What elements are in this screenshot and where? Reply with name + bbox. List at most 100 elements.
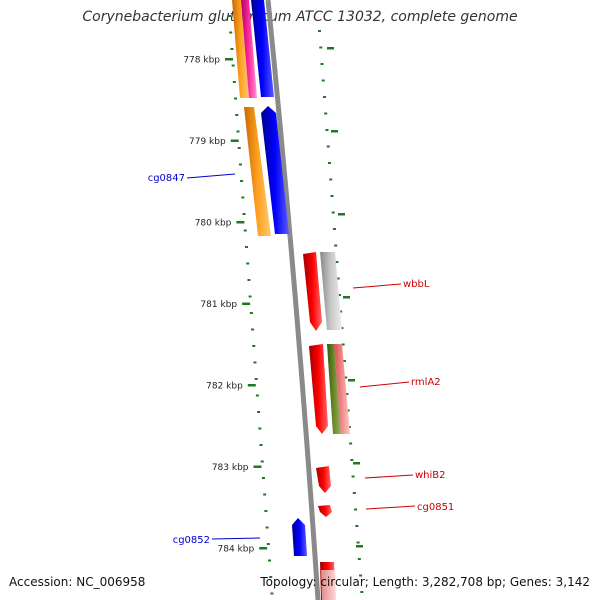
guide-dot bbox=[229, 31, 233, 34]
guide-dot bbox=[330, 195, 334, 197]
kbp-tick-label: 781 kbp bbox=[200, 300, 237, 310]
guide-dot bbox=[340, 327, 344, 329]
guide-dot bbox=[270, 592, 274, 595]
kbp-tick-mark bbox=[236, 221, 245, 224]
minor-tick-mark bbox=[348, 379, 355, 382]
gene-cg0847-orange bbox=[244, 107, 271, 236]
gene-label-wbbL[interactable]: wbbL bbox=[352, 279, 430, 290]
guide-dot bbox=[356, 541, 360, 544]
guide-dot bbox=[337, 294, 341, 296]
guide-dot bbox=[254, 378, 258, 380]
guide-dot bbox=[320, 63, 324, 65]
guide-dot bbox=[336, 277, 340, 280]
kbp-tick-mark bbox=[230, 139, 239, 142]
guide-dot bbox=[331, 211, 335, 214]
guide-dot bbox=[252, 345, 256, 347]
gene-label-whiB2[interactable]: whiB2 bbox=[364, 470, 446, 481]
guide-dot bbox=[260, 460, 264, 463]
guide-dot bbox=[355, 525, 359, 527]
guide-dot bbox=[344, 376, 348, 379]
guide-dot bbox=[265, 526, 269, 529]
guide-dot bbox=[346, 409, 350, 412]
guide-dot bbox=[319, 46, 323, 49]
gene-label-rmlA2[interactable]: rmlA2 bbox=[359, 377, 441, 388]
gene-rmlA2-olive bbox=[327, 344, 341, 434]
guide-dot bbox=[349, 442, 353, 445]
kbp-tick-mark bbox=[242, 302, 251, 305]
guide-dot bbox=[248, 295, 252, 298]
guide-dot bbox=[341, 343, 345, 346]
gene-label-text: cg0852 bbox=[173, 535, 210, 546]
gene-label-cg0851[interactable]: cg0851 bbox=[365, 502, 454, 513]
gene-whiB2 bbox=[316, 466, 331, 493]
guide-dot bbox=[345, 393, 349, 395]
kbp-tick-label: 780 kbp bbox=[195, 219, 232, 229]
gene-bottom-pink bbox=[321, 570, 336, 600]
guide-dot bbox=[318, 30, 321, 32]
minor-tick-mark bbox=[353, 462, 360, 465]
gene-label-text: rmlA2 bbox=[411, 377, 441, 388]
guide-dot bbox=[258, 427, 262, 430]
gene-cg0847-blue bbox=[261, 106, 289, 234]
guide-dot bbox=[241, 196, 245, 199]
gene-wbbL-gray bbox=[320, 252, 342, 330]
kbp-tick-mark bbox=[247, 384, 256, 387]
guide-dot bbox=[263, 493, 267, 496]
guide-dot bbox=[264, 510, 268, 512]
gene-label-cg0852[interactable]: cg0852 bbox=[173, 535, 261, 546]
minor-tick-mark bbox=[338, 213, 345, 216]
gene-blue-top bbox=[251, 0, 274, 97]
topology-text: Topology: circular; Length: 3,282,708 bp… bbox=[260, 575, 590, 589]
kbp-tick-label: 783 kbp bbox=[212, 463, 249, 473]
guide-dot bbox=[232, 81, 236, 83]
guide-dot bbox=[249, 312, 253, 314]
gene-label-cg0847[interactable]: cg0847 bbox=[148, 173, 236, 184]
gene-label-text: cg0851 bbox=[417, 502, 454, 513]
guide-dot bbox=[257, 411, 261, 413]
gene-cg0851 bbox=[318, 505, 332, 517]
guide-dot bbox=[240, 180, 244, 182]
accession-text: Accession: NC_006958 bbox=[9, 575, 146, 589]
guide-dot bbox=[327, 162, 331, 164]
guide-dot bbox=[259, 444, 263, 446]
guide-dot bbox=[334, 244, 338, 247]
gene-label-text: whiB2 bbox=[415, 470, 446, 481]
kbp-tick-mark bbox=[225, 58, 233, 61]
guide-dot bbox=[255, 394, 259, 397]
guide-dot bbox=[247, 279, 251, 281]
kbp-tick-label: 779 kbp bbox=[189, 137, 226, 147]
gene-label-text: cg0847 bbox=[148, 173, 185, 184]
guide-dot bbox=[329, 178, 333, 181]
kbp-tick-label: 784 kbp bbox=[218, 545, 255, 555]
guide-dot bbox=[321, 79, 325, 82]
guide-dot bbox=[261, 477, 265, 479]
guide-dot bbox=[246, 262, 250, 265]
guide-dot bbox=[339, 310, 343, 313]
gene-label-text: wbbL bbox=[403, 279, 430, 290]
genome-backbone bbox=[265, 0, 321, 600]
guide-dot bbox=[238, 163, 242, 166]
guide-dot bbox=[360, 591, 364, 593]
guide-dot bbox=[266, 543, 270, 545]
kbp-tick-label: 778 kbp bbox=[183, 56, 220, 66]
kbp-ticks: 778 kbp 779 kbp 780 kbp 781 kbp 782 kbp 783 k… bbox=[183, 47, 363, 555]
guide-dot bbox=[228, 15, 231, 17]
guide-dot bbox=[242, 213, 246, 215]
guide-dot bbox=[351, 475, 355, 478]
gene-wbbL-red bbox=[303, 252, 322, 331]
guide-dot bbox=[354, 508, 358, 511]
guide-dot bbox=[230, 48, 234, 50]
guide-dot bbox=[325, 129, 329, 131]
guide-dot bbox=[322, 96, 326, 98]
guide-dot bbox=[335, 261, 339, 263]
guide-dot bbox=[332, 228, 336, 230]
gene-cg0852 bbox=[292, 518, 307, 556]
guide-dot bbox=[350, 459, 354, 461]
gene-rmlA2-red bbox=[309, 344, 328, 434]
minor-tick-mark bbox=[327, 47, 334, 50]
kbp-tick-mark bbox=[259, 547, 268, 550]
gene-rmlA2-salmon bbox=[334, 344, 350, 434]
minor-tick-mark bbox=[343, 296, 350, 299]
